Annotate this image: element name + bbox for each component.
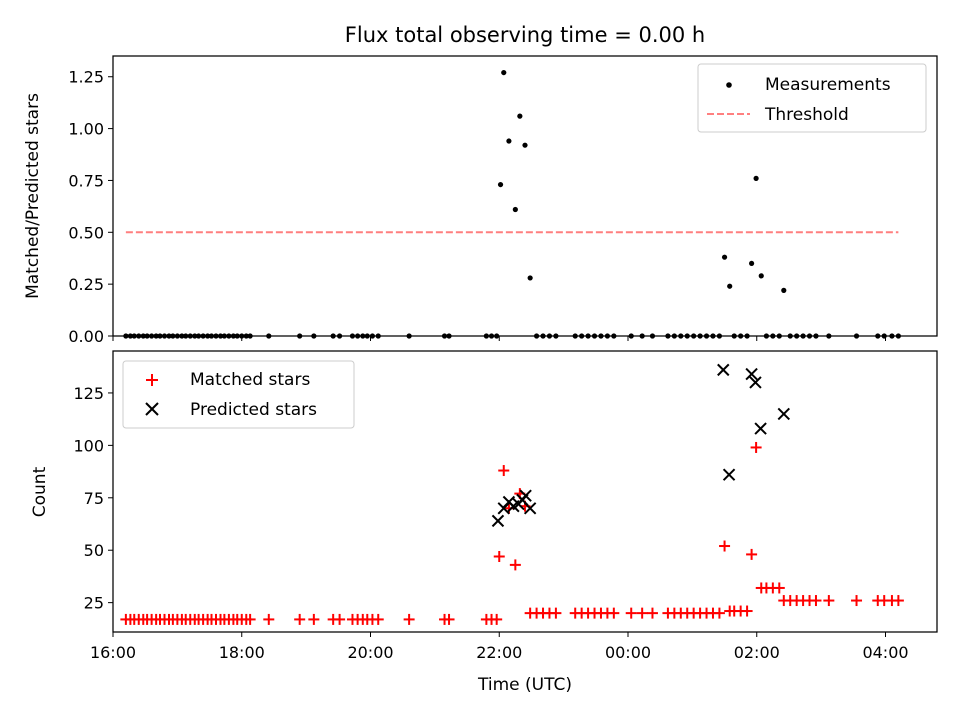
top-y-tick-label: 1.25 — [68, 68, 104, 87]
bottom-x-tick-label: 16:00 — [90, 643, 136, 662]
bottom-x-tick-label: 04:00 — [862, 643, 908, 662]
matched-star-marker — [493, 551, 505, 563]
matched-star-marker — [491, 613, 503, 625]
matched-star-marker — [509, 559, 521, 571]
predicted-star-marker — [519, 489, 532, 502]
predicted-legend-label: Predicted stars — [190, 400, 317, 420]
predicted-star-marker — [749, 376, 762, 389]
measurement-point — [781, 287, 787, 293]
top-y-tick-label: 0.00 — [68, 327, 104, 346]
measurement-point — [497, 181, 504, 188]
bottom-x-tick-label: 20:00 — [347, 643, 393, 662]
bottom-legend: Matched stars Predicted stars — [122, 360, 355, 429]
matched-star-marker — [263, 613, 275, 625]
matched-star-marker — [773, 582, 785, 594]
matched-star-marker — [334, 613, 346, 625]
matched-star-marker — [498, 465, 510, 477]
predicted-star-marker — [754, 422, 767, 435]
bottom-legend-box — [122, 360, 355, 429]
measurement-point — [721, 254, 728, 260]
matched-star-marker — [294, 613, 306, 625]
measurement-point — [749, 260, 755, 267]
matched-star-marker — [810, 595, 822, 607]
predicted-star-marker — [722, 468, 736, 481]
matched-star-marker — [719, 540, 731, 552]
measurement-point — [512, 206, 518, 213]
matched-star-marker — [403, 613, 415, 625]
measurements-legend-marker — [726, 82, 732, 88]
bottom-x-tick-label: 02:00 — [734, 643, 780, 662]
measurement-point — [506, 138, 512, 144]
bottom-x-tick-label: 00:00 — [605, 643, 651, 662]
threshold-legend-label: Threshold — [764, 105, 849, 125]
top-y-axis-label: Matched/Predicted stars — [23, 93, 43, 299]
predicted-star-marker — [745, 367, 758, 381]
matched-star-marker — [851, 595, 863, 607]
matched-star-marker — [741, 605, 753, 617]
bottom-y-axis-label: Count — [30, 466, 50, 517]
bottom-y-tick-label: 50 — [84, 541, 104, 560]
top-axes-frame — [112, 55, 938, 337]
matched-star-marker — [646, 607, 658, 619]
matched-star-marker — [636, 607, 648, 619]
matched-star-marker — [308, 613, 320, 625]
bottom-plot-marks — [120, 363, 904, 625]
top-y-tick-label: 0.50 — [68, 223, 104, 242]
top-plot-marks — [123, 69, 901, 339]
matched-legend-marker — [146, 374, 158, 386]
measurement-point — [501, 69, 507, 76]
measurement-point — [758, 273, 764, 279]
bottom-axes-frame — [112, 350, 938, 633]
matched-star-marker — [244, 613, 256, 625]
matched-star-marker — [892, 595, 904, 607]
top-panel: 0.00 0.25 0.50 0.75 1.00 1.25 Matched/Predict… — [23, 55, 938, 346]
measurement-point — [727, 283, 733, 289]
top-y-tick-label: 1.00 — [68, 120, 104, 139]
matched-star-marker — [625, 607, 637, 619]
matched-star-marker — [550, 607, 562, 619]
measurement-point — [522, 142, 528, 148]
matched-star-marker — [713, 607, 725, 619]
top-axis-ticks: 0.00 0.25 0.50 0.75 1.00 1.25 — [68, 68, 886, 346]
matched-star-marker — [750, 441, 762, 453]
measurements-legend-label: Measurements — [765, 75, 891, 95]
bottom-axis-ticks: 25 50 75 100 125 16:00 18:00 20:00 22:00 00:00 02:… — [73, 384, 908, 662]
bottom-y-tick-label: 125 — [73, 384, 104, 403]
matched-star-marker — [746, 548, 758, 560]
bottom-y-tick-label: 25 — [84, 594, 104, 613]
predicted-star-marker — [523, 502, 537, 515]
matched-star-marker — [823, 595, 835, 607]
x-axis-label: Time (UTC) — [477, 675, 572, 695]
measurement-point — [517, 113, 523, 119]
matched-star-marker — [443, 613, 455, 625]
measurement-point — [753, 175, 759, 181]
top-legend-box — [697, 63, 927, 133]
bottom-x-tick-label: 22:00 — [476, 643, 522, 662]
predicted-star-marker — [717, 363, 730, 377]
chart-title: Flux total observing time = 0.00 h — [345, 23, 705, 47]
predicted-star-marker — [777, 407, 790, 421]
measurement-point — [527, 275, 533, 281]
top-y-tick-label: 0.25 — [68, 275, 104, 294]
top-legend: Measurements Threshold — [697, 63, 927, 133]
predicted-legend-marker — [145, 402, 159, 416]
matched-star-marker — [372, 613, 384, 625]
bottom-y-tick-label: 100 — [73, 436, 104, 455]
matched-legend-label: Matched stars — [190, 370, 310, 390]
predicted-star-marker — [491, 514, 505, 528]
top-y-tick-label: 0.75 — [68, 171, 104, 190]
matched-star-marker — [608, 607, 620, 619]
bottom-x-tick-label: 18:00 — [219, 643, 265, 662]
bottom-y-tick-label: 75 — [84, 489, 104, 508]
bottom-panel: 25 50 75 100 125 16:00 18:00 20:00 22:00 00:00 02:… — [30, 350, 938, 695]
